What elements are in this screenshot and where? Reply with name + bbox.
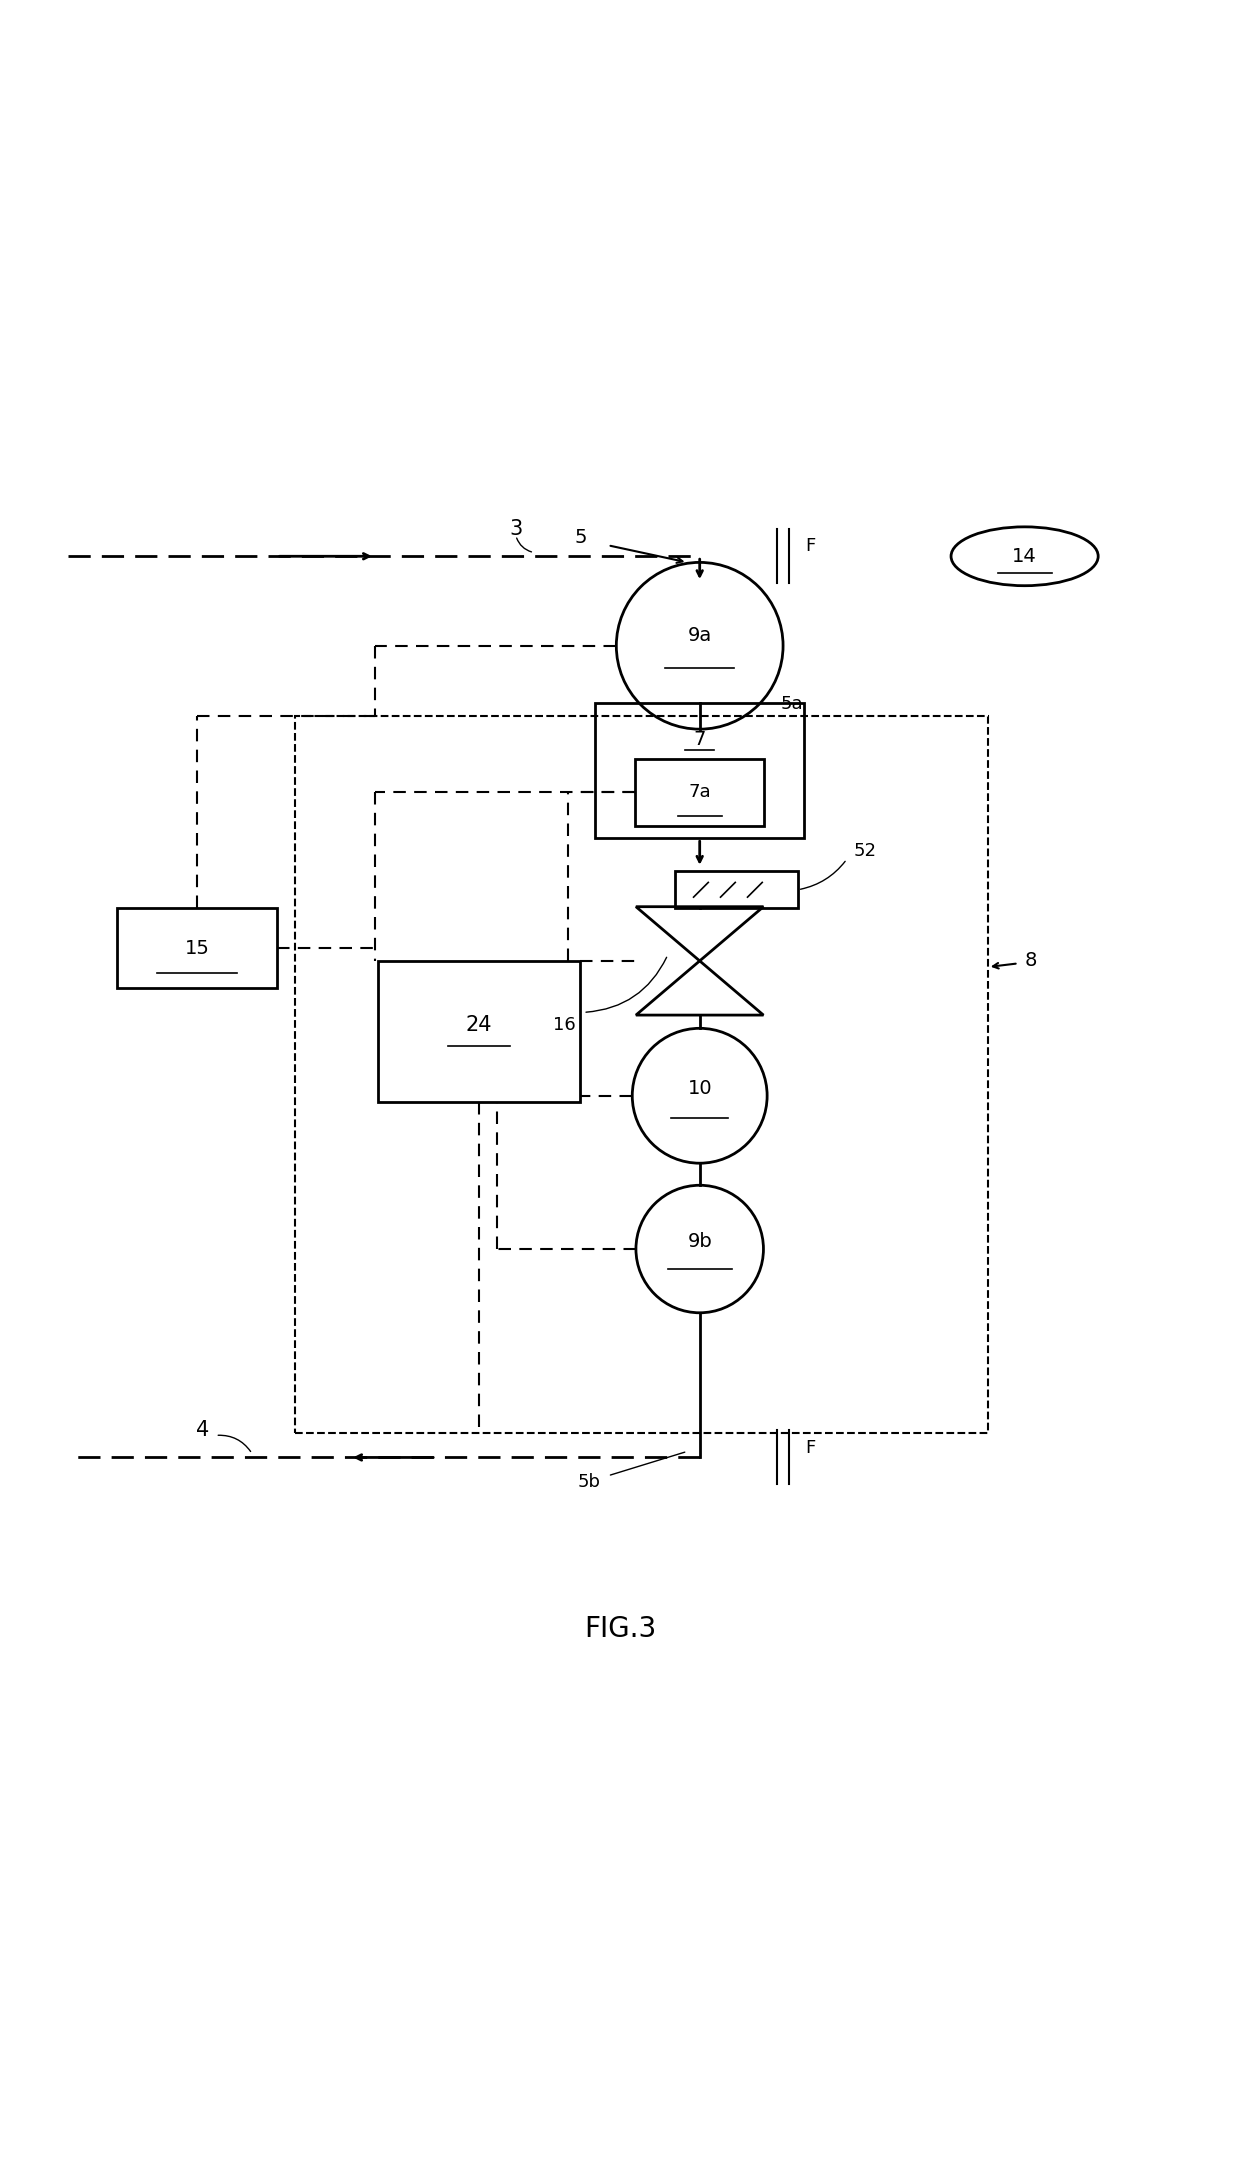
Text: F: F xyxy=(805,537,815,555)
Text: FIG.3: FIG.3 xyxy=(584,1614,656,1643)
Text: 14: 14 xyxy=(1012,546,1037,566)
Text: 7a: 7a xyxy=(688,782,711,802)
Text: 9a: 9a xyxy=(687,626,712,646)
Text: 7: 7 xyxy=(693,730,706,750)
Bar xyxy=(295,715,988,1432)
Text: 8: 8 xyxy=(1024,951,1037,971)
Text: 5a: 5a xyxy=(780,696,804,713)
Bar xyxy=(118,908,277,988)
Text: 9b: 9b xyxy=(687,1233,712,1250)
Text: 3: 3 xyxy=(510,520,522,540)
Text: 5b: 5b xyxy=(578,1474,601,1491)
Bar xyxy=(595,704,804,839)
Text: 16: 16 xyxy=(553,1016,577,1034)
Bar xyxy=(635,758,764,826)
Bar xyxy=(675,871,797,908)
Text: 15: 15 xyxy=(185,938,210,958)
Text: 10: 10 xyxy=(687,1079,712,1099)
Text: F: F xyxy=(805,1439,815,1456)
Text: 4: 4 xyxy=(196,1422,210,1441)
Text: 52: 52 xyxy=(853,841,877,860)
Text: 24: 24 xyxy=(466,1016,492,1036)
Bar xyxy=(378,960,580,1101)
Text: 5: 5 xyxy=(574,529,587,548)
